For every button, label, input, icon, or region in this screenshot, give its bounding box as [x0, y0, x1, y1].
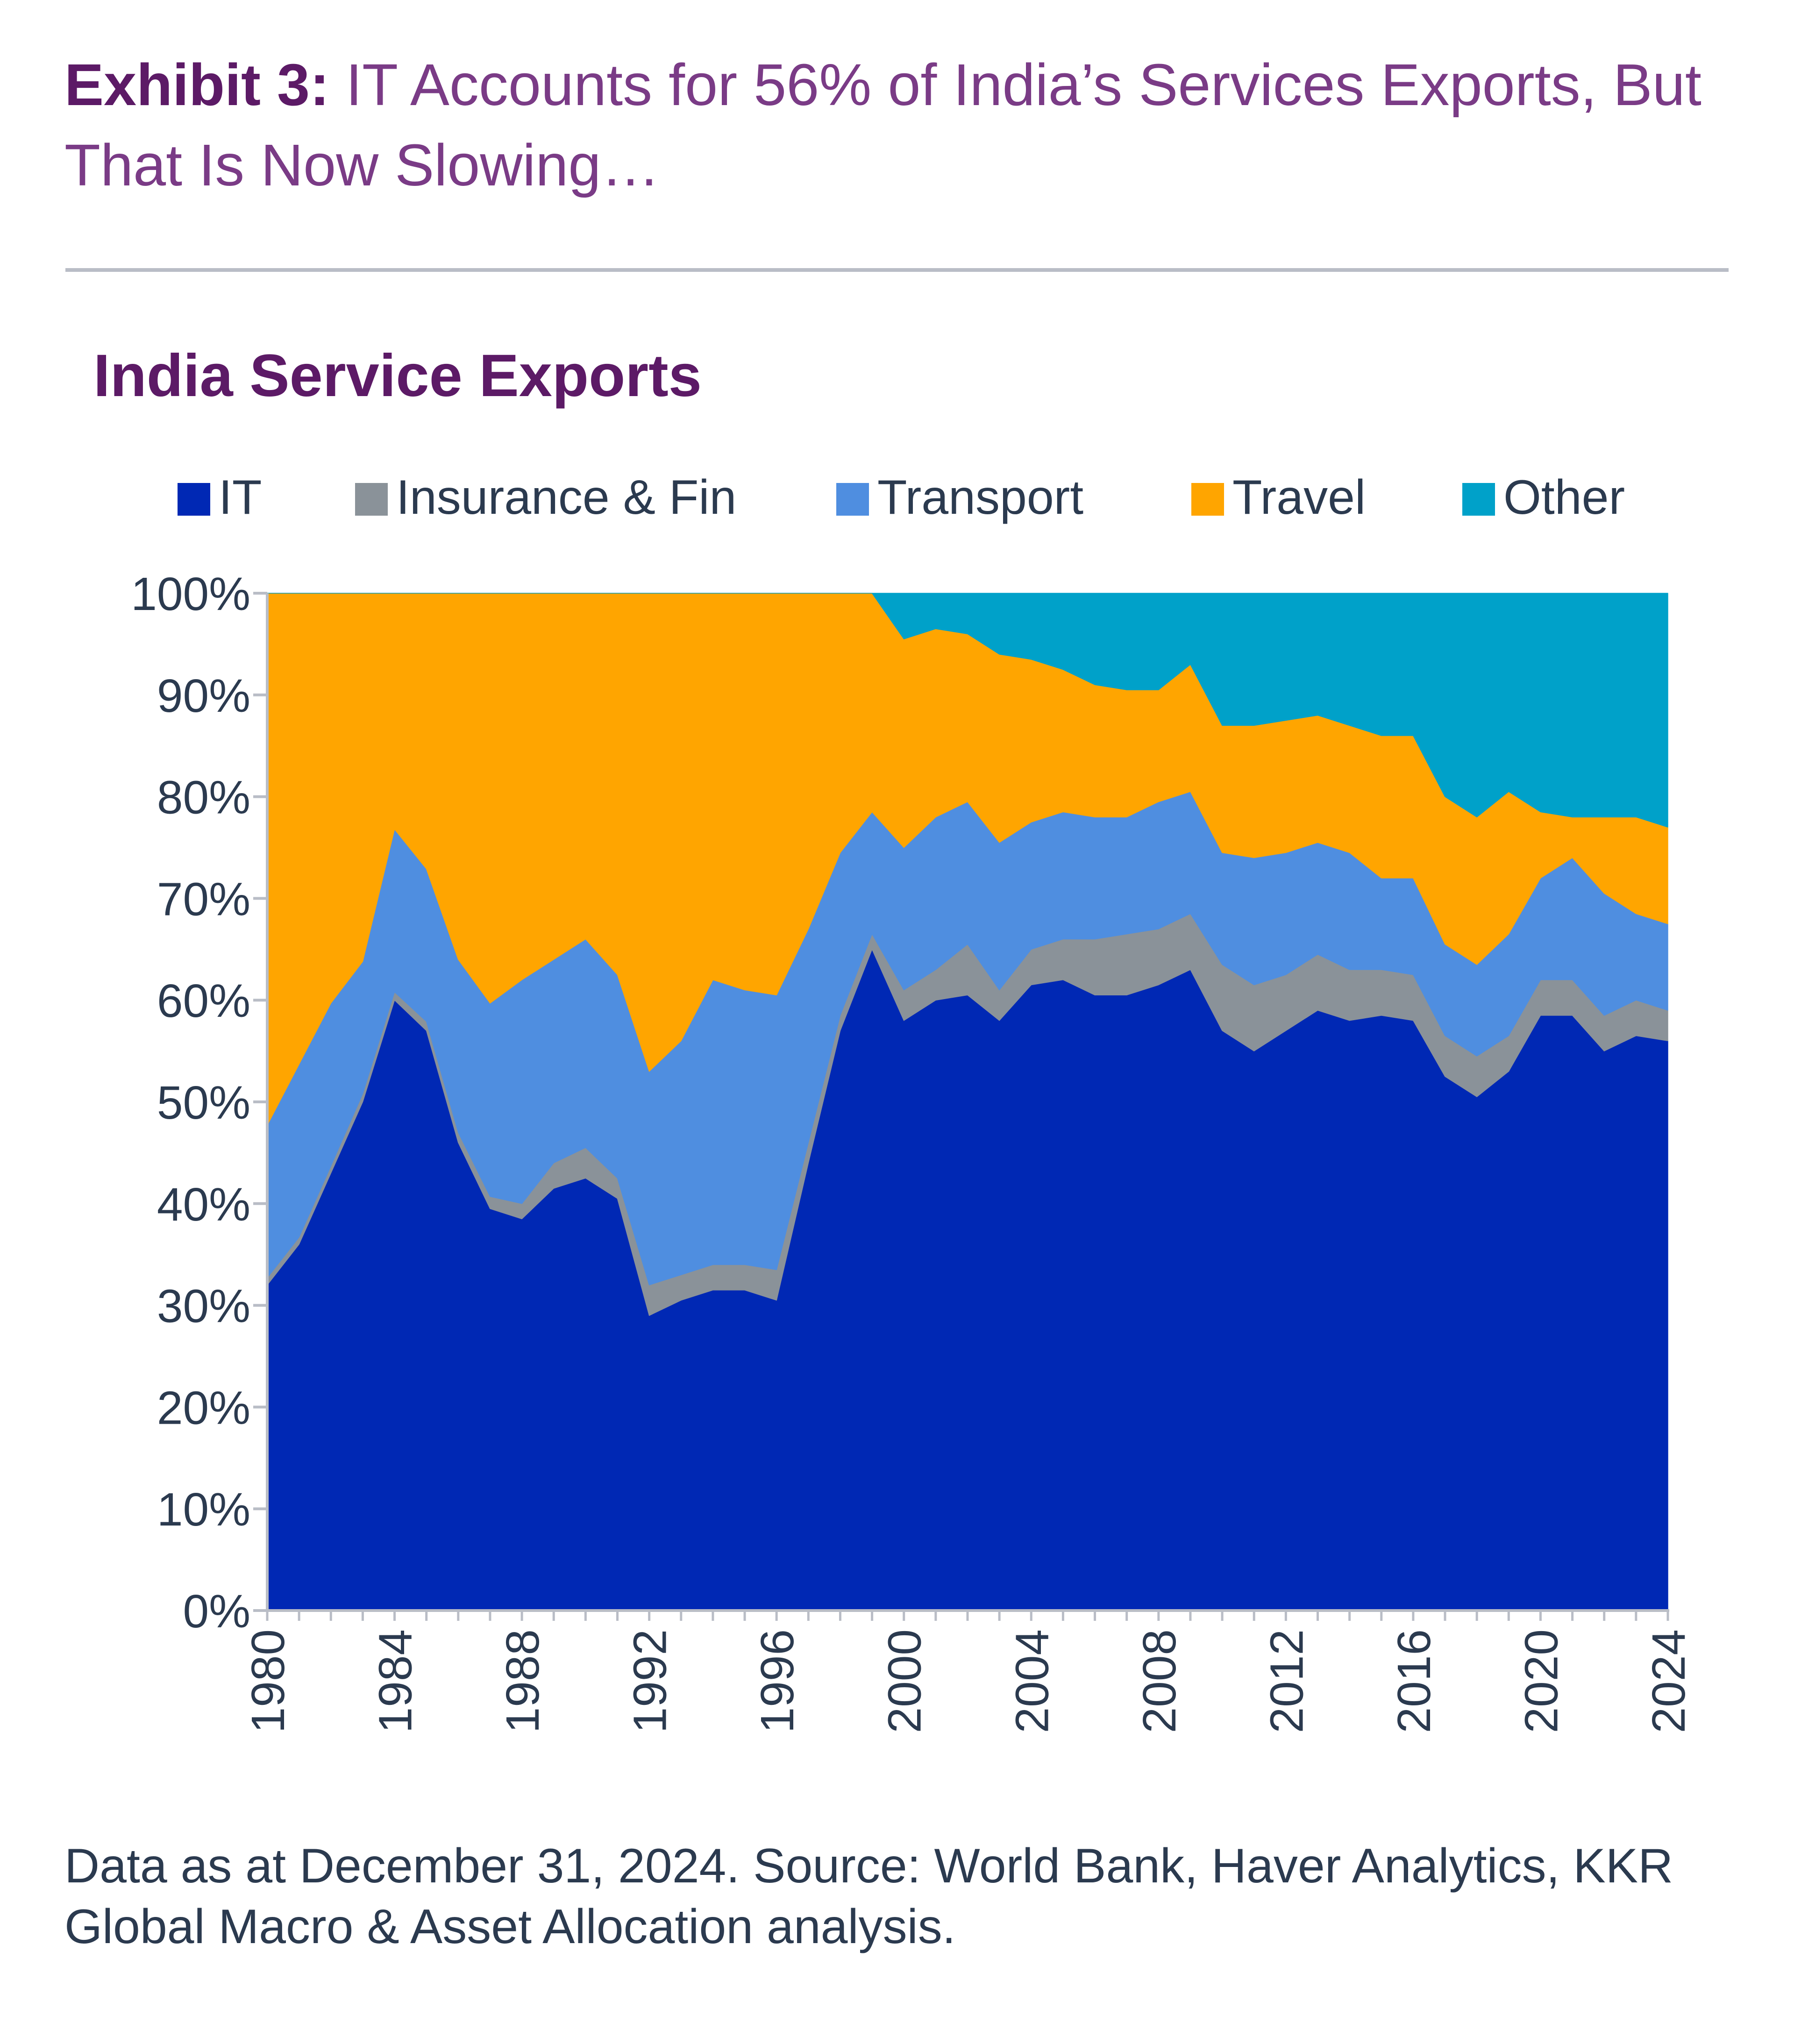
x-tick-label: 1980: [242, 1629, 294, 1733]
legend-swatch-other: [1462, 483, 1495, 516]
legend-swatch-travel: [1191, 483, 1224, 516]
legend-label-other: Other: [1503, 470, 1625, 525]
y-tick-label: 90%: [157, 670, 250, 722]
y-tick-label: 70%: [157, 873, 250, 925]
legend-swatch-transport: [836, 483, 869, 516]
x-tick-label: 1984: [370, 1629, 422, 1733]
exhibit-title-text: IT Accounts for 56% of India’s Services …: [64, 52, 1701, 198]
y-tick-label: 30%: [157, 1280, 250, 1333]
legend-swatch-it: [178, 483, 210, 516]
y-tick-label: 100%: [131, 568, 250, 620]
x-tick-label: 2012: [1260, 1629, 1313, 1733]
area-series-other: [267, 593, 1668, 828]
y-tick-label: 80%: [157, 772, 250, 824]
title-divider: [65, 268, 1729, 272]
x-tick-label: 1992: [624, 1629, 676, 1733]
legend-swatch-insurance-fin: [355, 483, 388, 516]
stacked-area-chart: India Service Exports IT Insurance & Fin Tr…: [93, 342, 1695, 1733]
x-tick-label: 1988: [497, 1629, 549, 1733]
chart-title: India Service Exports: [93, 342, 702, 409]
x-tick-label: 2020: [1515, 1629, 1567, 1733]
x-tick-label: 2000: [879, 1629, 931, 1733]
y-tick-label: 60%: [157, 975, 250, 1027]
exhibit-title: Exhibit 3: IT Accounts for 56% of India’…: [64, 45, 1746, 206]
source-footnote: Data as at December 31, 2024. Source: Wo…: [64, 1839, 1673, 1954]
legend-label-insurance-fin: Insurance & Fin: [396, 470, 736, 525]
legend-label-travel: Travel: [1232, 470, 1366, 525]
y-tick-label: 40%: [157, 1178, 250, 1231]
x-tick-label: 2008: [1133, 1629, 1186, 1733]
x-tick-label: 2016: [1388, 1629, 1440, 1733]
y-tick-label: 50%: [157, 1077, 250, 1129]
legend-label-transport: Transport: [877, 470, 1083, 525]
y-tick-label: 0%: [183, 1585, 250, 1638]
legend-label-it: IT: [219, 470, 262, 525]
x-tick-label: 1996: [751, 1629, 804, 1733]
exhibit-label: Exhibit 3:: [64, 52, 330, 118]
x-tick-label: 2004: [1006, 1629, 1058, 1733]
x-tick-label: 2024: [1643, 1629, 1695, 1733]
y-tick-label: 20%: [157, 1382, 250, 1434]
y-tick-label: 10%: [157, 1483, 250, 1536]
